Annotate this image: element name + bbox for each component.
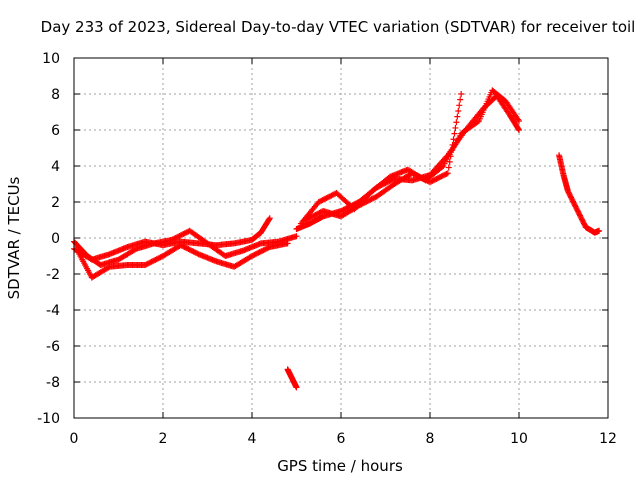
data-point: [445, 164, 452, 171]
series-track-7: [284, 366, 300, 391]
series-track-6: [302, 91, 465, 223]
data-point: [516, 127, 522, 133]
x-tick-label: 2: [159, 431, 168, 447]
y-tick-label: 8: [51, 87, 60, 103]
data-point: [266, 215, 273, 222]
x-tick-label: 8: [426, 431, 435, 447]
data-point: [450, 136, 457, 143]
data-point: [515, 125, 522, 132]
series-track-8: [556, 152, 603, 236]
data-point: [452, 124, 459, 131]
x-tick-label: 10: [510, 431, 528, 447]
y-tick-label: -10: [37, 411, 60, 427]
data-point: [448, 147, 455, 154]
y-tick-label: 6: [51, 123, 60, 139]
data-point: [449, 141, 456, 148]
data-point: [266, 216, 273, 223]
y-axis-label: SDTVAR / TECUs: [5, 176, 23, 299]
series-track-5: [297, 87, 522, 227]
y-tick-label: -6: [46, 339, 60, 355]
x-tick-label: 6: [337, 431, 346, 447]
data-point: [451, 130, 458, 137]
data-point: [456, 102, 463, 109]
x-axis-label: GPS time / hours: [277, 457, 403, 475]
y-tick-label: -8: [46, 375, 60, 391]
plot-frame: [73, 57, 609, 419]
y-tick-label: -2: [46, 267, 60, 283]
y-tick-label: 2: [51, 195, 60, 211]
chart-title: Day 233 of 2023, Sidereal Day-to-day VTE…: [41, 18, 636, 36]
x-tick-label: 0: [70, 431, 79, 447]
x-tick-label: 12: [599, 431, 617, 447]
data-point: [457, 96, 464, 103]
data-point: [447, 153, 454, 160]
data-point: [443, 170, 450, 177]
data-point: [455, 107, 462, 114]
grid: [74, 58, 608, 418]
y-tick-label: 0: [51, 231, 60, 247]
tick-labels: 0 2 4 6 8 10 12 -10 -8 -6 -4 -2 0 2 4 6 8 10: [37, 51, 617, 447]
data-point: [454, 113, 461, 120]
data-point: [458, 91, 465, 97]
y-tick-label: 4: [51, 159, 60, 175]
data-point: [516, 118, 522, 124]
y-tick-label: -4: [46, 303, 60, 319]
series-track-3: [71, 215, 273, 263]
data-point: [453, 119, 460, 126]
data-point: [439, 164, 446, 171]
data-point: [293, 233, 300, 240]
data-points: [71, 87, 603, 391]
y-tick-label: 10: [42, 51, 60, 67]
data-point: [446, 158, 453, 165]
data-point: [444, 170, 451, 177]
x-tick-label: 4: [248, 431, 257, 447]
data-point: [284, 240, 291, 247]
data-point: [293, 384, 300, 391]
data-point: [474, 118, 481, 125]
data-point: [596, 227, 603, 234]
